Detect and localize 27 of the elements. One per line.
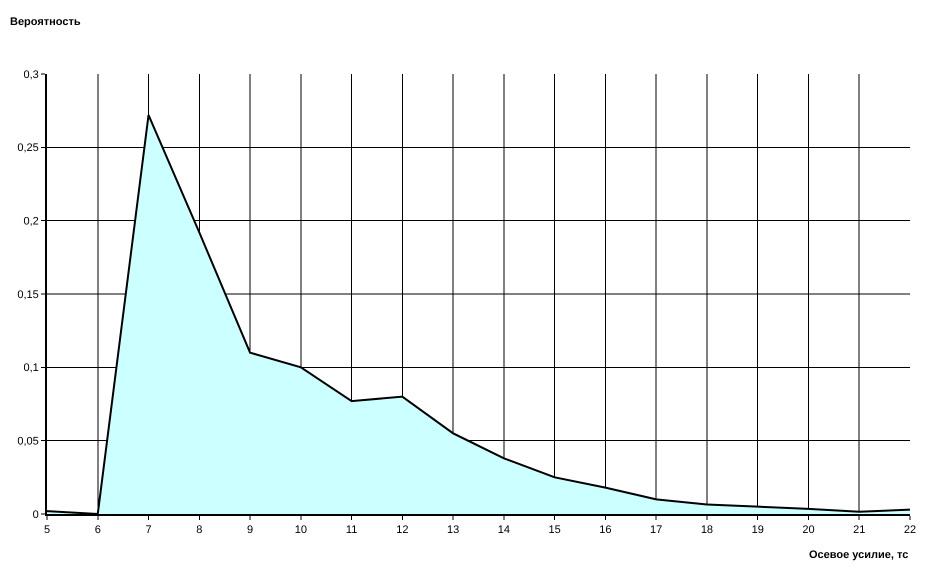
x-tick-label: 7: [145, 524, 152, 536]
x-tick-label: 8: [196, 524, 202, 536]
x-tick-label: 9: [246, 524, 254, 536]
y-tick-label: 0,15: [17, 288, 39, 301]
y-tick-label: 0: [32, 508, 39, 521]
x-tick-label: 12: [396, 524, 408, 536]
x-axis-title: Осевое усилие, тс: [809, 549, 908, 561]
x-tick-label: 21: [853, 524, 866, 536]
y-axis-title: Вероятность: [10, 16, 81, 28]
x-tick-label: 16: [599, 524, 612, 536]
x-tick-label: 18: [700, 524, 714, 536]
x-tick-label: 22: [904, 524, 916, 536]
x-tick-label: 15: [548, 524, 561, 536]
y-tick-label: 0,25: [17, 142, 39, 154]
x-tick-label: 13: [446, 524, 460, 536]
y-tick-label: 0,2: [24, 216, 39, 228]
x-tick-label: 20: [802, 524, 815, 536]
x-tick-label: 5: [44, 524, 50, 536]
x-tick-label: 10: [294, 524, 307, 536]
x-tick-label: 11: [346, 524, 358, 536]
x-tick-label: 19: [752, 524, 764, 536]
y-tick-label: 0,3: [24, 68, 39, 81]
y-tick-label: 0,05: [17, 436, 39, 448]
y-tick-label: 0,1: [24, 362, 39, 374]
x-tick-label: 14: [498, 524, 510, 536]
x-tick-label: 17: [650, 524, 662, 536]
x-tick-label: 6: [94, 524, 101, 536]
